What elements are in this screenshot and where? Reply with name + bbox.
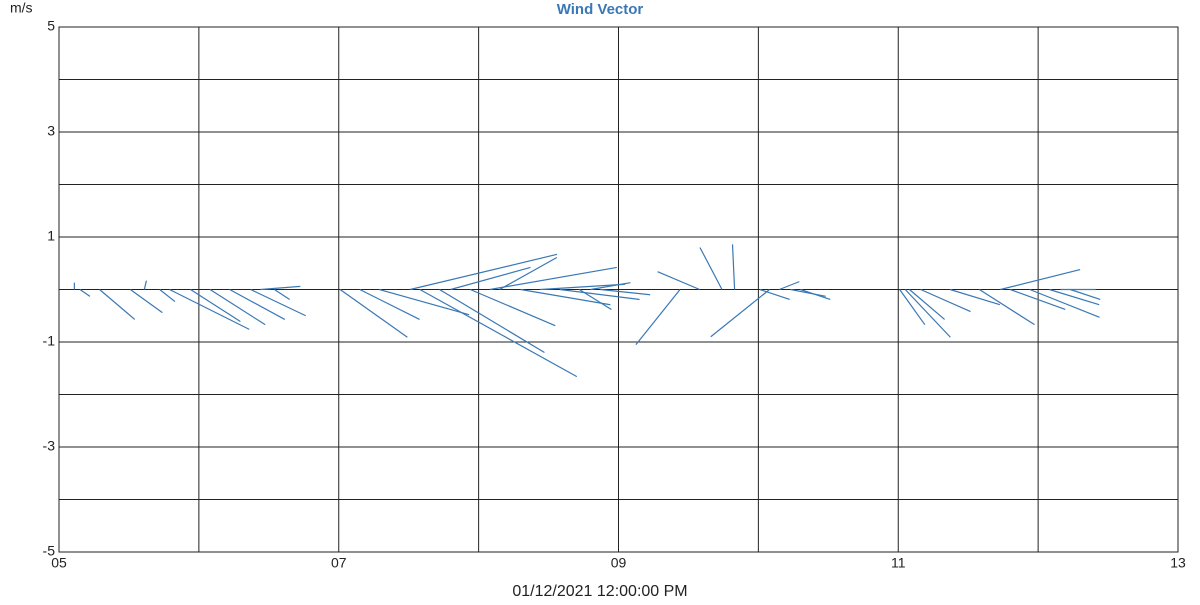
wind-vector	[129, 289, 163, 314]
x-tick-label: 05	[51, 555, 67, 571]
wind-vector	[590, 282, 631, 291]
wind-vector	[159, 289, 176, 303]
wind-vector	[379, 288, 470, 316]
wind-vector	[1000, 268, 1081, 291]
wind-vector	[657, 271, 700, 291]
y-tick-label: 1	[47, 228, 55, 244]
y-tick-label: -1	[43, 333, 56, 349]
wind-vector	[469, 288, 556, 327]
y-tick-label: 3	[47, 123, 55, 139]
wind-vector	[904, 289, 951, 338]
wind-vector	[1029, 288, 1100, 318]
wind-vector	[899, 289, 926, 326]
x-axis-label: 01/12/2021 12:00:00 PM	[512, 583, 687, 600]
wind-vector	[1049, 288, 1100, 306]
wind-vector	[169, 288, 250, 330]
wind-vector	[520, 288, 611, 306]
wind-vector	[489, 266, 617, 291]
wind-vector	[779, 281, 800, 291]
y-tick-label: -3	[43, 438, 56, 454]
x-tick-label: 09	[611, 555, 627, 571]
wind-vector	[79, 289, 91, 297]
wind-vector	[499, 256, 558, 291]
wind-vector	[260, 285, 301, 291]
wind-vector	[909, 289, 946, 320]
wind-vector	[800, 288, 831, 301]
wind-vector	[920, 288, 971, 313]
wind-vector	[1009, 288, 1066, 311]
wind-vector	[250, 288, 307, 317]
y-axis-label: m/s	[10, 0, 33, 16]
wind-vector	[559, 288, 640, 301]
wind-vector	[409, 253, 558, 291]
wind-vector	[600, 288, 651, 296]
wind-vector	[439, 288, 545, 354]
wind-vector	[339, 289, 408, 338]
x-tick-label: 07	[331, 555, 347, 571]
wind-vector	[229, 288, 286, 320]
chart-title: Wind Vector	[557, 1, 644, 18]
y-tick-label: 5	[47, 18, 55, 34]
wind-vector	[143, 280, 148, 290]
wind-vector	[949, 288, 1001, 306]
wind-vector	[540, 283, 626, 291]
x-tick-label: 13	[1170, 555, 1186, 571]
wind-vector	[99, 289, 136, 320]
wind-vector	[579, 288, 612, 310]
wind-vector	[699, 247, 723, 290]
wind-vector	[635, 289, 681, 345]
wind-vector	[419, 288, 578, 378]
wind-vector	[1070, 288, 1101, 301]
wind-vector	[209, 288, 266, 326]
wind-vector	[274, 288, 290, 300]
wind-vector	[979, 288, 1035, 326]
wind-vector	[759, 288, 790, 301]
wind-vector	[359, 288, 420, 320]
x-tick-label: 11	[891, 555, 906, 571]
y-tick-label: -5	[43, 543, 56, 559]
wind-vector	[790, 288, 826, 297]
wind-vector	[450, 266, 531, 291]
wind-vector	[731, 244, 736, 290]
wind-vector	[190, 288, 241, 323]
wind-vector	[710, 289, 770, 338]
